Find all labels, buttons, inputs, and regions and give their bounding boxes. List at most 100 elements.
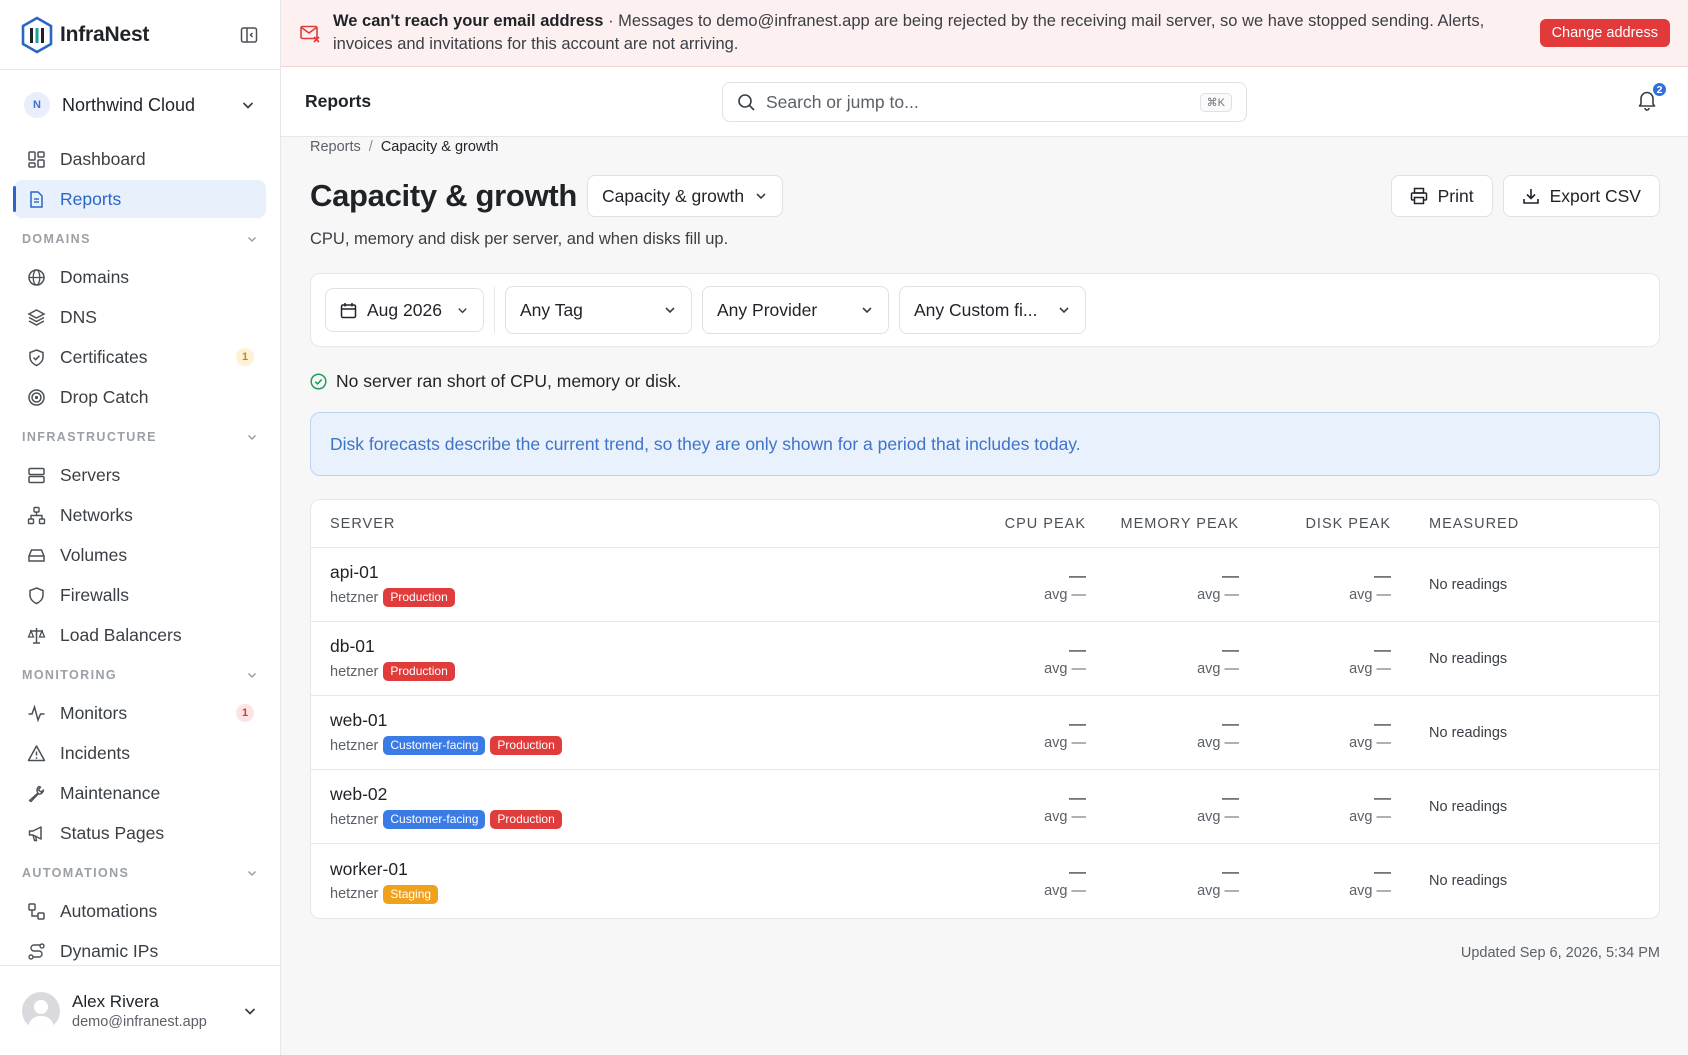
sidebar-item-dashboard[interactable]: Dashboard (14, 140, 266, 178)
col-memory-peak[interactable]: MEMORY PEAK (1120, 515, 1239, 532)
notifications-button[interactable]: 2 (1636, 81, 1668, 113)
section-automations[interactable]: AUTOMATIONS (22, 854, 258, 892)
bell-icon (1638, 91, 1656, 111)
server-name[interactable]: api-01 (330, 562, 379, 582)
provider: hetzner (330, 737, 379, 754)
disk-peak-cell: — avg — (1239, 640, 1391, 678)
infranest-logo-icon (21, 16, 53, 53)
breadcrumb-current: Capacity & growth (380, 139, 499, 155)
period-value: Aug 2026 (367, 299, 442, 320)
mail-error-icon (300, 25, 320, 43)
avg-value: avg — (1197, 734, 1239, 751)
user-menu[interactable]: Alex Rivera demo@infranest.app (0, 965, 280, 1055)
workflow-icon (26, 901, 46, 921)
sidebar-item-certificates[interactable]: Certificates 1 (14, 338, 266, 376)
sidebar-item-domains[interactable]: Domains (14, 258, 266, 296)
server-name[interactable]: db-01 (330, 636, 375, 656)
peak-value: — (1374, 862, 1391, 881)
avg-value: avg — (1349, 660, 1391, 677)
report-icon (26, 189, 46, 209)
sidebar-item-maintenance[interactable]: Maintenance (14, 774, 266, 812)
sidebar-item-label: Status Pages (60, 822, 165, 843)
sidebar-item-firewalls[interactable]: Firewalls (14, 576, 266, 614)
wrench-icon (26, 783, 46, 803)
avg-value: avg — (1044, 808, 1086, 825)
sidebar-item-incidents[interactable]: Incidents (14, 734, 266, 772)
collapse-sidebar-icon[interactable] (238, 24, 260, 46)
custom-filter-value: Any Custom fi... (914, 299, 1038, 320)
count-badge: 1 (236, 348, 254, 366)
cpu-peak-cell: — avg — (921, 714, 1086, 752)
avg-value: avg — (1349, 586, 1391, 603)
sidebar-item-reports[interactable]: Reports (13, 180, 266, 218)
section-domains[interactable]: DOMAINS (22, 220, 258, 258)
breadcrumb-reports[interactable]: Reports (310, 139, 361, 155)
server-name[interactable]: web-01 (330, 710, 388, 730)
sidebar-item-label: Volumes (60, 544, 128, 565)
org-switcher[interactable]: N Northwind Cloud (0, 70, 280, 140)
sidebar-item-networks[interactable]: Networks (14, 496, 266, 534)
table-row[interactable]: web-02 hetzner Customer-facing Production … (311, 770, 1659, 844)
sidebar-item-volumes[interactable]: Volumes (14, 536, 266, 574)
sidebar-item-status-pages[interactable]: Status Pages (14, 814, 266, 852)
export-csv-button[interactable]: Export CSV (1502, 175, 1660, 217)
table-row[interactable]: api-01 hetzner Production — avg — — avg — — av… (311, 548, 1659, 622)
provider-filter[interactable]: Any Provider (702, 286, 889, 334)
alert-title: We can't reach your email address (333, 12, 604, 30)
sidebar-item-automations[interactable]: Automations (14, 892, 266, 930)
server-meta: hetzner Staging (330, 884, 921, 904)
peak-value: — (1222, 787, 1239, 807)
sidebar-item-dynamic-ips[interactable]: Dynamic IPs (14, 932, 266, 970)
custom-field-filter[interactable]: Any Custom fi... (899, 286, 1086, 334)
peak-value: — (1222, 639, 1239, 659)
cpu-peak-cell: — avg — (921, 788, 1086, 826)
server-meta: hetzner Customer-facing Production (330, 736, 921, 755)
provider: hetzner (330, 589, 379, 606)
search-placeholder: Search or jump to... (766, 91, 919, 112)
cpu-peak-cell: — avg — (921, 862, 1086, 900)
alert-message: · Messages to demo@infranest.app are bei… (333, 12, 1485, 53)
sidebar-item-servers[interactable]: Servers (14, 456, 266, 494)
server-name[interactable]: worker-01 (330, 858, 408, 879)
measured-cell: No readings (1429, 650, 1508, 667)
avg-value: avg — (1349, 883, 1391, 899)
sidebar-item-dns[interactable]: DNS (14, 298, 266, 336)
avg-value: avg — (1197, 586, 1239, 603)
col-cpu-peak[interactable]: CPU PEAK (1004, 515, 1086, 532)
sidebar-item-load-balancers[interactable]: Load Balancers (14, 616, 266, 654)
col-measured[interactable]: MEASURED (1429, 515, 1520, 532)
table-row[interactable]: web-01 hetzner Customer-facing Production … (311, 696, 1659, 770)
tag-badge: Staging (383, 884, 439, 904)
breadcrumb-separator: / (368, 139, 373, 155)
change-address-button[interactable]: Change address (1539, 19, 1670, 47)
server-cell: db-01 hetzner Production (311, 636, 921, 681)
tag-filter[interactable]: Any Tag (505, 286, 692, 334)
dashboard-icon (26, 149, 46, 169)
report-select[interactable]: Capacity & growth (587, 175, 784, 217)
period-picker[interactable]: Aug 2026 (325, 288, 484, 332)
chevron-down-icon (247, 672, 257, 679)
measured-cell: No readings (1429, 724, 1508, 741)
section-monitoring[interactable]: MONITORING (22, 656, 258, 694)
peak-value: — (1374, 713, 1391, 733)
count-badge: 1 (236, 704, 254, 722)
server-icon (26, 465, 46, 485)
chevron-down-icon (247, 434, 257, 441)
sidebar-item-label: Load Balancers (60, 624, 182, 645)
sidebar-item-drop-catch[interactable]: Drop Catch (14, 378, 266, 416)
alert-text: We can't reach your email address · Mess… (333, 10, 1540, 56)
status-text: No server ran short of CPU, memory or di… (336, 371, 682, 391)
table-row[interactable]: worker-01 hetzner Staging — avg — — avg — — av… (311, 844, 1659, 918)
col-disk-peak[interactable]: DISK PEAK (1305, 515, 1391, 532)
provider: hetzner (330, 886, 379, 902)
table-row[interactable]: db-01 hetzner Production — avg — — avg — — avg… (311, 622, 1659, 696)
section-infrastructure[interactable]: INFRASTRUCTURE (22, 418, 258, 456)
app-name: InfraNest (60, 22, 150, 46)
sidebar-item-monitors[interactable]: Monitors 1 (14, 694, 266, 732)
capacity-table: SERVER CPU PEAK MEMORY PEAK DISK PEAK ME… (310, 499, 1660, 919)
search-input[interactable]: Search or jump to... ⌘K (722, 82, 1247, 122)
server-name[interactable]: web-02 (330, 784, 388, 804)
print-button[interactable]: Print (1390, 175, 1493, 217)
col-server[interactable]: SERVER (330, 515, 396, 532)
memory-peak-cell: — avg — (1086, 640, 1239, 678)
